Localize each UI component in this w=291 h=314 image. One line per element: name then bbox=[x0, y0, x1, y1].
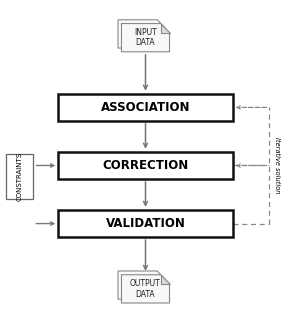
Polygon shape bbox=[118, 271, 166, 299]
Text: ASSOCIATION: ASSOCIATION bbox=[101, 101, 190, 114]
Text: OUTPUT
DATA: OUTPUT DATA bbox=[130, 279, 161, 299]
Bar bbox=[58, 94, 233, 121]
Text: CONSTRAINTS: CONSTRAINTS bbox=[17, 152, 23, 201]
Bar bbox=[58, 152, 233, 179]
Polygon shape bbox=[118, 20, 166, 48]
Bar bbox=[6, 154, 33, 199]
Polygon shape bbox=[122, 275, 169, 303]
Polygon shape bbox=[161, 24, 169, 33]
Text: Iterative solution: Iterative solution bbox=[274, 137, 280, 194]
Text: INPUT
DATA: INPUT DATA bbox=[134, 28, 157, 47]
Bar bbox=[58, 210, 233, 237]
Polygon shape bbox=[122, 24, 169, 52]
Text: CORRECTION: CORRECTION bbox=[102, 159, 189, 172]
Polygon shape bbox=[161, 275, 169, 284]
Text: VALIDATION: VALIDATION bbox=[106, 217, 185, 230]
